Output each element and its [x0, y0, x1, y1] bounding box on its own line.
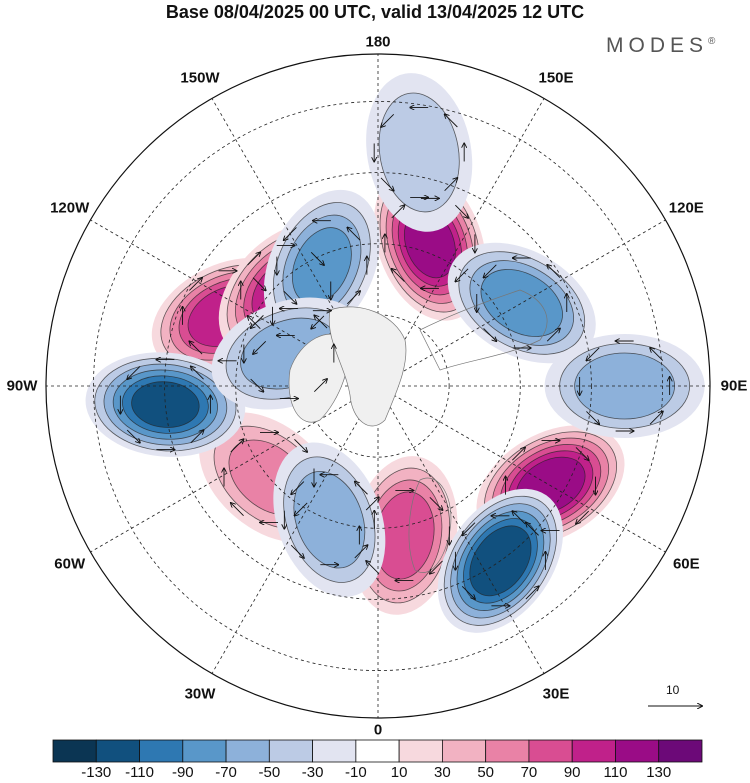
anomaly-center-12 — [273, 442, 386, 597]
colorbar-swatch-15 — [658, 739, 703, 763]
siberia-coast-outline — [419, 289, 548, 371]
longitude-label-180: 180 — [365, 33, 391, 51]
colorbar-swatch-8 — [355, 739, 400, 763]
colorbar-tick-label: 50 — [477, 764, 494, 781]
brand-text: MODES — [606, 34, 709, 57]
colorbar-swatch-11 — [485, 739, 530, 763]
brand-logo: MODES® — [606, 34, 715, 58]
colorbar-swatch-9 — [398, 739, 443, 763]
colorbar-tick-label: 30 — [434, 764, 451, 781]
colorbar-tick-label: -130 — [81, 764, 112, 781]
longitude-label-90e: 90E — [720, 377, 748, 395]
colorbar-tick-label: 110 — [603, 764, 628, 781]
colorbar-swatch-5 — [225, 739, 270, 763]
colorbar-swatch-13 — [571, 739, 616, 763]
colorbar-swatch-4 — [182, 739, 227, 763]
longitude-label-60e: 60E — [672, 555, 700, 573]
colorbar-swatch-7 — [312, 739, 357, 763]
greenland-outline — [288, 333, 349, 423]
map-title: Base 08/04/2025 00 UTC, valid 13/04/2025… — [165, 2, 585, 22]
longitude-label-30e: 30E — [542, 685, 570, 703]
registered-mark: ® — [708, 36, 716, 47]
reference-vector-label: 10 — [666, 683, 680, 697]
longitude-label-30w: 30W — [184, 685, 216, 703]
colorbar — [52, 739, 703, 763]
colorbar-tick-label: 90 — [563, 764, 581, 781]
colorbar-tick-label: -10 — [345, 764, 367, 781]
colorbar-tick-label: -70 — [215, 764, 237, 781]
polar-landmass — [288, 289, 548, 573]
anomaly-center-8 — [366, 73, 473, 232]
map-boundary — [45, 53, 711, 719]
colorbar-swatch-3 — [139, 739, 184, 763]
arctic-archipelago-outline — [328, 306, 407, 427]
anomaly-center-13 — [85, 352, 246, 457]
colorbar-swatch-14 — [615, 739, 660, 763]
colorbar-tick-label: -90 — [171, 764, 194, 781]
colorbar-swatch-10 — [441, 739, 487, 763]
colorbar-tick-label: 130 — [646, 764, 672, 781]
colorbar-tick-label: 10 — [390, 764, 408, 781]
anomaly-center-11 — [437, 488, 564, 633]
longitude-label-120w: 120W — [50, 199, 90, 217]
longitude-label-60w: 60W — [54, 555, 86, 573]
colorbar-tick-label: -110 — [125, 764, 154, 781]
colorbar-swatch-1 — [52, 739, 97, 763]
colorbar-tick-label: 70 — [520, 764, 538, 781]
colorbar-tick-label: -50 — [258, 764, 281, 781]
colorbar-swatch-2 — [95, 739, 140, 763]
wind-vectors — [120, 107, 669, 605]
longitude-label-150w: 150W — [180, 69, 220, 87]
longitude-label-90w: 90W — [6, 377, 38, 395]
scandinavia-outline — [408, 477, 452, 573]
colorbar-swatch-12 — [528, 739, 573, 763]
longitude-label-120e: 120E — [668, 199, 704, 217]
colorbar-swatch-6 — [268, 739, 314, 763]
longitude-label-0: 0 — [373, 721, 383, 739]
colorbar-tick-label: -30 — [301, 764, 324, 781]
longitude-label-150e: 150E — [538, 69, 574, 87]
